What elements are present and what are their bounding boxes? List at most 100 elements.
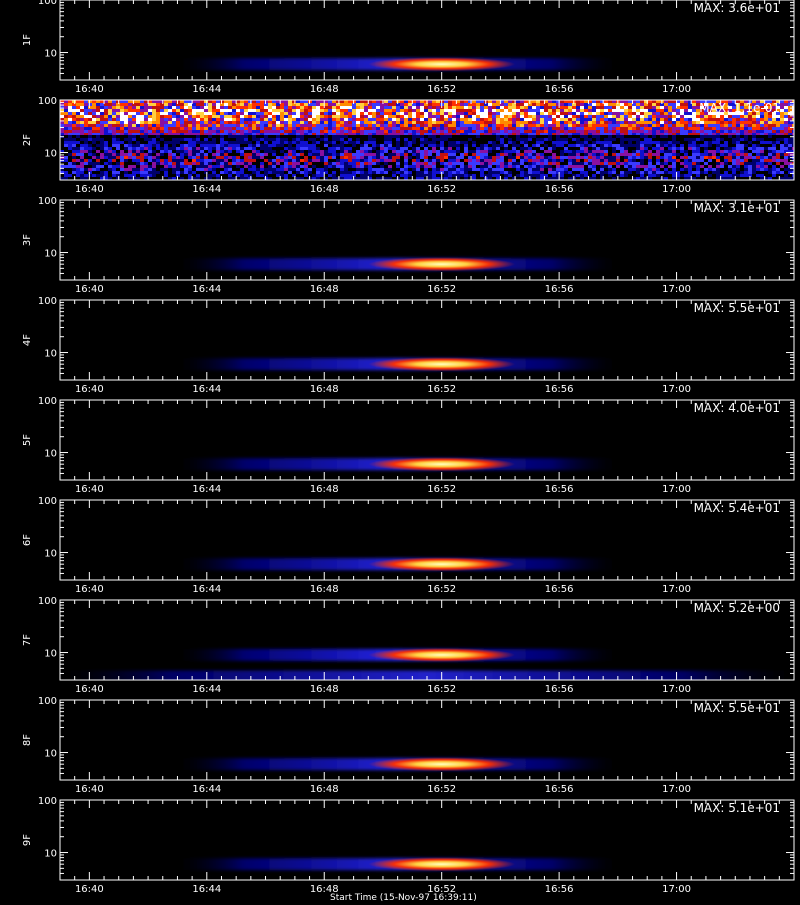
- noise-cell: [204, 162, 208, 165]
- noise-cell: [756, 118, 760, 121]
- noise-cell: [240, 138, 244, 141]
- noise-cell: [740, 115, 744, 118]
- noise-cell: [136, 138, 140, 141]
- noise-cell: [176, 103, 180, 106]
- noise-cell: [444, 103, 448, 106]
- noise-cell: [696, 162, 700, 165]
- noise-cell: [736, 115, 740, 118]
- noise-cell: [160, 106, 164, 109]
- noise-cell: [228, 103, 232, 106]
- noise-cell: [296, 118, 300, 121]
- noise-cell: [88, 153, 92, 156]
- noise-cell: [240, 150, 244, 153]
- noise-cell: [280, 138, 284, 141]
- noise-cell: [96, 144, 100, 147]
- noise-cell: [140, 168, 144, 171]
- noise-cell: [92, 106, 96, 109]
- noise-cell: [296, 130, 300, 133]
- noise-cell: [136, 141, 140, 144]
- noise-cell: [660, 109, 664, 112]
- noise-cell: [424, 121, 428, 124]
- noise-cell: [628, 138, 632, 141]
- noise-cell: [636, 165, 640, 168]
- noise-cell: [316, 168, 320, 171]
- noise-cell: [312, 150, 316, 153]
- noise-cell: [760, 130, 764, 133]
- noise-cell: [456, 147, 460, 150]
- noise-cell: [300, 156, 304, 159]
- noise-cell: [132, 168, 136, 171]
- noise-cell: [272, 168, 276, 171]
- noise-cell: [360, 106, 364, 109]
- noise-cell: [732, 171, 736, 174]
- noise-cell: [728, 147, 732, 150]
- noise-cell: [316, 135, 320, 138]
- noise-cell: [436, 127, 440, 130]
- noise-cell: [568, 115, 572, 118]
- noise-cell: [80, 174, 84, 177]
- noise-cell: [132, 150, 136, 153]
- noise-cell: [308, 124, 312, 127]
- noise-cell: [784, 156, 788, 159]
- noise-cell: [476, 165, 480, 168]
- noise-cell: [716, 124, 720, 127]
- noise-cell: [112, 118, 116, 121]
- noise-cell: [248, 171, 252, 174]
- noise-cell: [744, 165, 748, 168]
- noise-cell: [128, 150, 132, 153]
- noise-cell: [620, 162, 624, 165]
- noise-cell: [684, 118, 688, 121]
- noise-cell: [772, 127, 776, 130]
- noise-cell: [688, 168, 692, 171]
- noise-cell: [776, 153, 780, 156]
- noise-cell: [588, 165, 592, 168]
- noise-cell: [376, 141, 380, 144]
- noise-cell: [776, 138, 780, 141]
- noise-cell: [148, 156, 152, 159]
- noise-cell: [356, 159, 360, 162]
- noise-cell: [272, 162, 276, 165]
- noise-cell: [748, 150, 752, 153]
- noise-cell: [516, 118, 520, 121]
- noise-cell: [160, 150, 164, 153]
- noise-cell: [308, 153, 312, 156]
- noise-cell: [432, 144, 436, 147]
- noise-cell: [340, 103, 344, 106]
- noise-cell: [88, 141, 92, 144]
- noise-cell: [528, 141, 532, 144]
- noise-cell: [780, 165, 784, 168]
- noise-cell: [120, 156, 124, 159]
- noise-cell: [360, 153, 364, 156]
- noise-cell: [500, 130, 504, 133]
- noise-cell: [712, 153, 716, 156]
- noise-cell: [748, 147, 752, 150]
- noise-cell: [100, 121, 104, 124]
- noise-cell: [708, 174, 712, 177]
- noise-cell: [560, 156, 564, 159]
- noise-cell: [188, 174, 192, 177]
- noise-cell: [508, 115, 512, 118]
- noise-cell: [404, 130, 408, 133]
- noise-cell: [224, 127, 228, 130]
- noise-cell: [724, 138, 728, 141]
- noise-cell: [244, 150, 248, 153]
- noise-cell: [436, 174, 440, 177]
- noise-cell: [752, 174, 756, 177]
- noise-cell: [696, 168, 700, 171]
- noise-cell: [288, 141, 292, 144]
- noise-cell: [788, 130, 792, 133]
- noise-cell: [384, 127, 388, 130]
- noise-cell: [560, 168, 564, 171]
- noise-cell: [300, 118, 304, 121]
- noise-cell: [704, 141, 708, 144]
- noise-cell: [404, 159, 408, 162]
- noise-cell: [788, 144, 792, 147]
- noise-cell: [488, 130, 492, 133]
- noise-cell: [656, 171, 660, 174]
- noise-cell: [284, 127, 288, 130]
- noise-cell: [496, 159, 500, 162]
- noise-cell: [452, 141, 456, 144]
- noise-cell: [688, 138, 692, 141]
- noise-cell: [112, 153, 116, 156]
- noise-cell: [372, 115, 376, 118]
